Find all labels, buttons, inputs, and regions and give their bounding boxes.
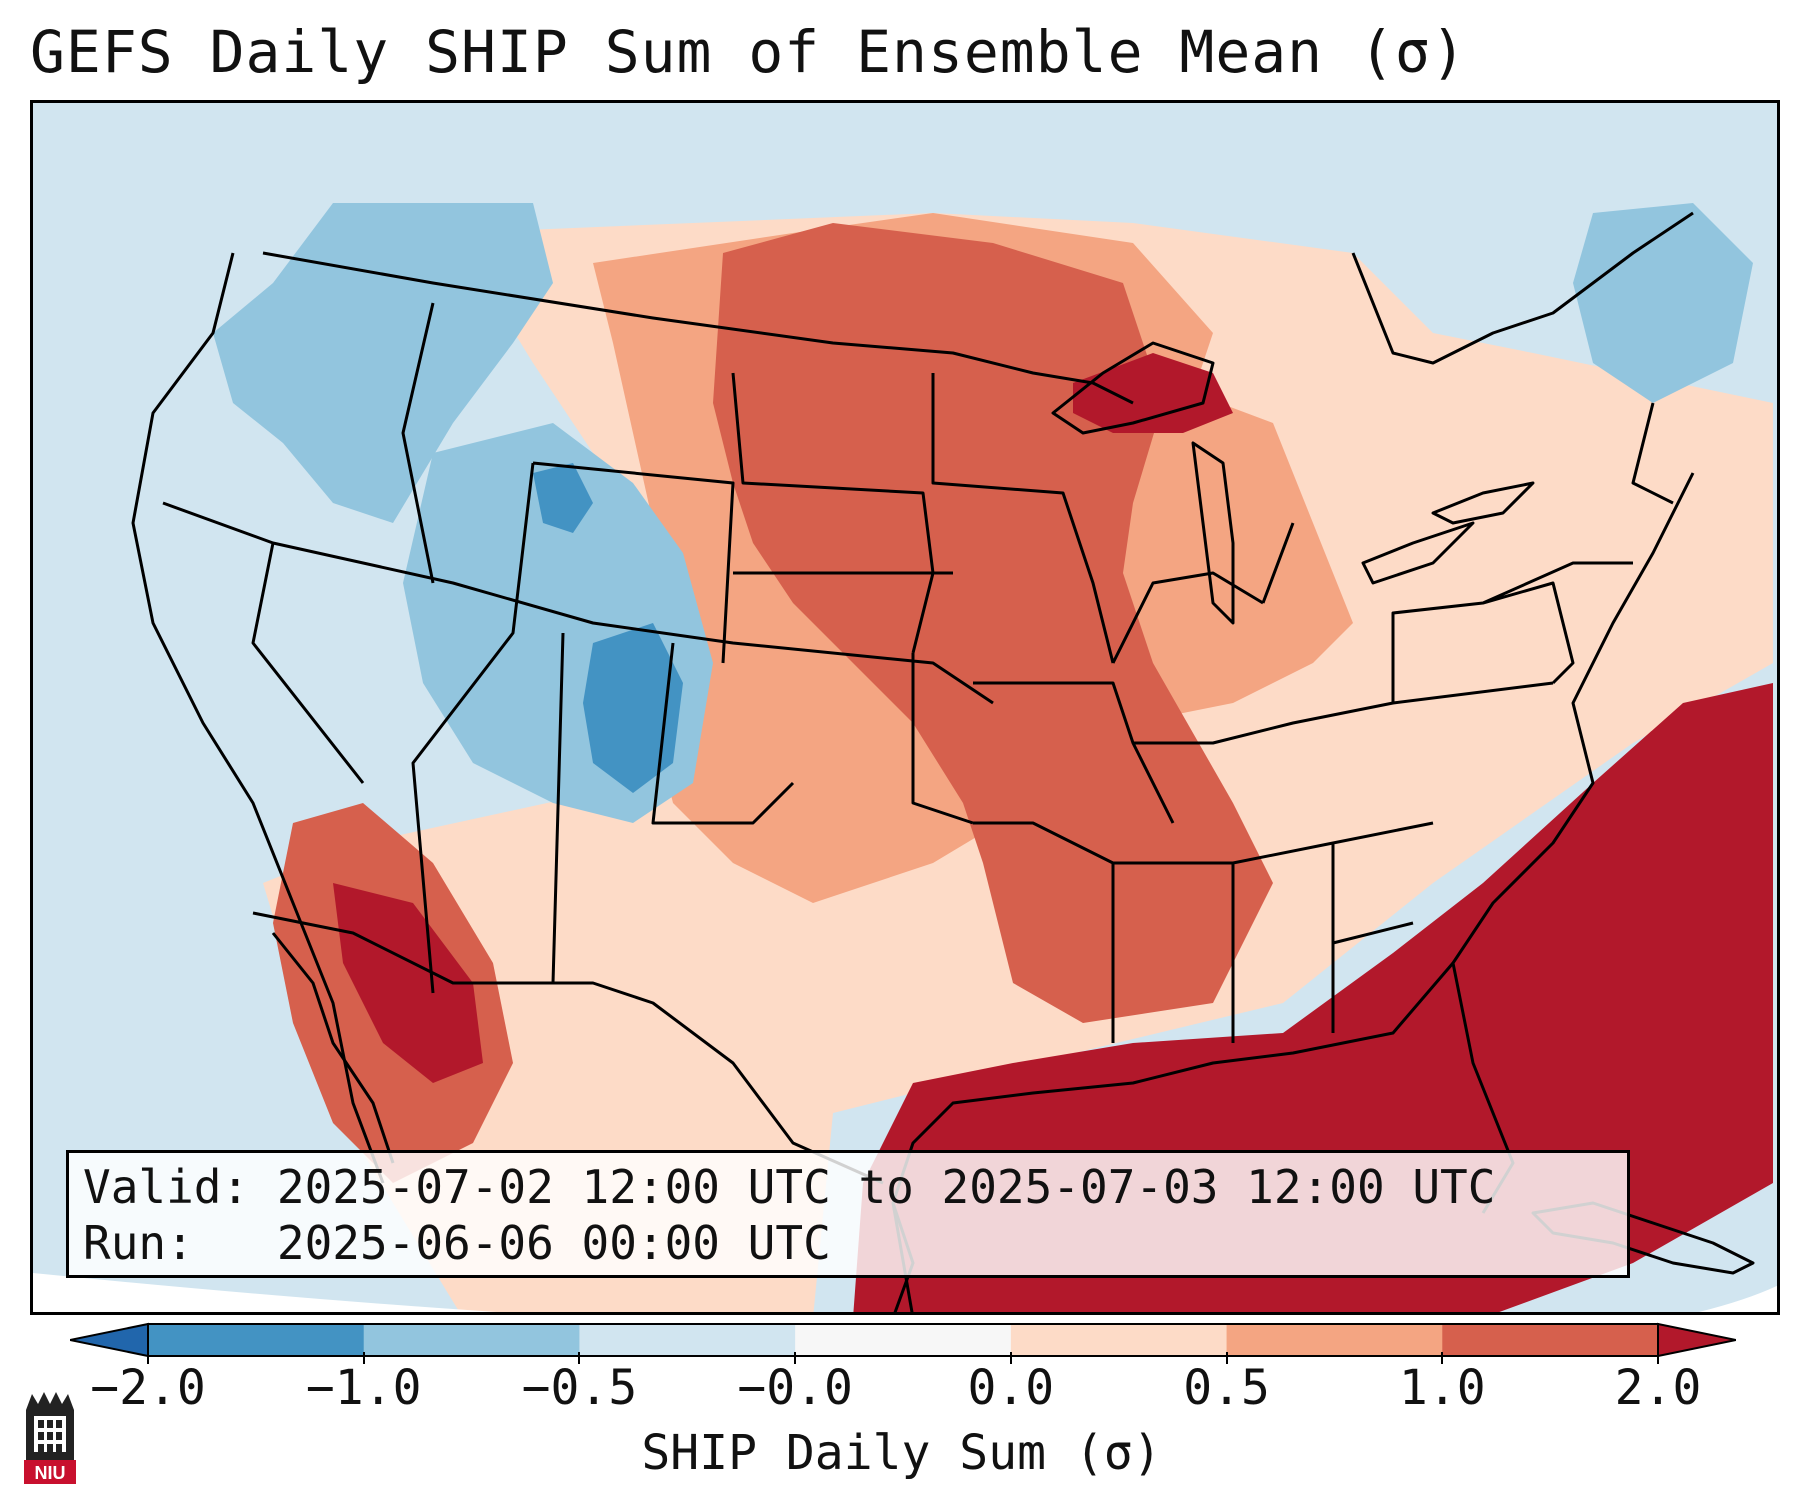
valid-label: Valid: <box>83 1160 250 1214</box>
colorbar-tick-label: −0.5 <box>521 1360 638 1416</box>
colorbar-over-extension <box>1657 1322 1736 1358</box>
canada-outline <box>1351 211 1694 365</box>
map-title: GEFS Daily SHIP Sum of Ensemble Mean (σ) <box>30 18 1467 86</box>
niu-logo: NIU <box>24 1392 76 1484</box>
colorbar-tick-mark <box>362 1352 365 1364</box>
logo-text: NIU <box>35 1463 66 1483</box>
colorbar-tick-label: 0.0 <box>967 1360 1055 1416</box>
colorbar-frame <box>147 1323 1659 1357</box>
run-row: Run: 2025-06-06 00:00 UTC <box>83 1215 1613 1271</box>
colorbar-ticks: −2.0 −1.0 −0.5 −0.0 0.0 0.5 1.0 2.0 <box>0 1360 1803 1420</box>
colorbar-tick-mark <box>147 1352 149 1364</box>
colorbar-tick-mark <box>578 1352 581 1364</box>
colorbar-tick-label: 2.0 <box>1614 1360 1702 1416</box>
colorbar-segment <box>579 1324 796 1356</box>
colorbar-segments <box>148 1324 1659 1356</box>
colorbar-segment <box>1226 1324 1443 1356</box>
state-lines <box>162 302 1674 1043</box>
projection-edge-southwest <box>33 1273 497 1312</box>
lake-erie <box>1361 521 1475 585</box>
projection-edge-southeast <box>1698 1285 1777 1312</box>
colorbar-segment <box>1442 1324 1659 1356</box>
field-negative-northeast <box>1573 203 1753 403</box>
colorbar-tick-mark <box>1657 1352 1659 1364</box>
pacific-coast <box>131 252 385 1184</box>
field-negative-northwest <box>213 203 553 523</box>
field-strong-negative-wyoming <box>533 463 593 533</box>
colorbar-segment <box>795 1324 1012 1356</box>
run-value: 2025-06-06 00:00 UTC <box>276 1216 831 1270</box>
colorbar-segment <box>363 1324 580 1356</box>
lake-ontario <box>1431 481 1535 525</box>
valid-row: Valid: 2025-07-02 12:00 UTC to 2025-07-0… <box>83 1159 1613 1215</box>
us-canada-border <box>262 251 1134 405</box>
colorbar-tick-label: −1.0 <box>305 1360 422 1416</box>
atlantic-coast <box>1451 472 1695 1214</box>
baja-coast <box>271 932 395 1164</box>
field-extreme-positive-southwest <box>333 883 483 1083</box>
field-extreme-positive-superior <box>1073 353 1233 433</box>
colorbar-under-extension <box>70 1322 149 1358</box>
colorbar-tick-label: −0.0 <box>737 1360 853 1416</box>
field-strong-negative-rockies <box>583 623 683 793</box>
run-label: Run: <box>83 1216 194 1270</box>
lake-michigan <box>1191 441 1235 625</box>
colorbar-tick-mark <box>1225 1352 1228 1364</box>
colorbar-tick-mark <box>1441 1352 1444 1364</box>
colorbar-tick-mark <box>794 1352 797 1364</box>
map-panel <box>30 100 1780 1315</box>
colorbar-tick-label: 0.5 <box>1183 1360 1270 1416</box>
valid-value: 2025-07-02 12:00 UTC to 2025-07-03 12:00… <box>276 1160 1496 1214</box>
colorbar-segment <box>148 1324 365 1356</box>
colorbar-tick-label: 1.0 <box>1398 1360 1486 1416</box>
anomaly-field <box>33 103 1777 1312</box>
colorbar <box>70 1322 1736 1358</box>
colorbar-segment <box>1010 1324 1228 1356</box>
us-mexico-border <box>252 911 884 1185</box>
lake-superior <box>1051 341 1215 435</box>
colorbar-label: SHIP Daily Sum (σ) <box>641 1425 1162 1481</box>
valid-run-box: Valid: 2025-07-02 12:00 UTC to 2025-07-0… <box>66 1150 1630 1278</box>
colorbar-tick-label: −2.0 <box>90 1360 206 1416</box>
colorbar-tick-mark <box>1009 1352 1012 1364</box>
